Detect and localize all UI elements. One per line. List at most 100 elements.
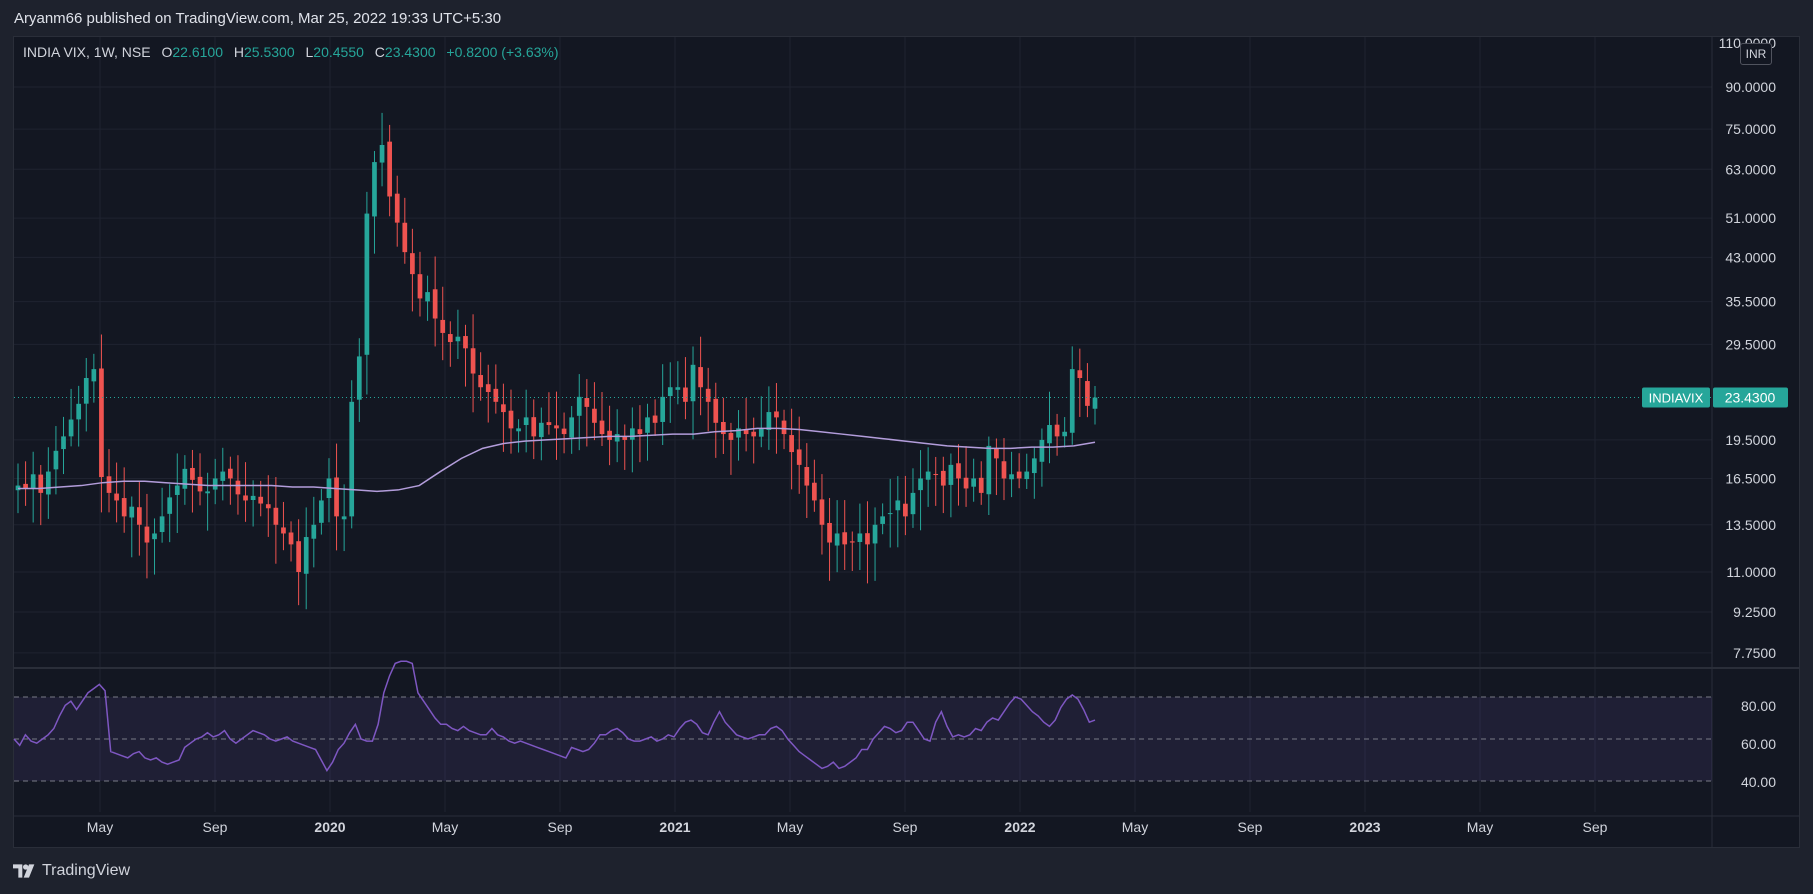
- candle-body: [925, 471, 931, 480]
- candle-body: [190, 467, 195, 480]
- candle-body: [152, 533, 157, 540]
- candle-body: [766, 412, 772, 430]
- candle-body: [1054, 424, 1060, 437]
- candle-body: [417, 274, 423, 299]
- candle-body: [341, 516, 347, 520]
- candle-body: [561, 428, 567, 435]
- candle-body: [667, 387, 673, 397]
- candle-body: [880, 516, 885, 524]
- candle-body: [99, 368, 104, 478]
- candle-body: [872, 524, 878, 544]
- candle-body: [402, 222, 408, 253]
- candle-body: [250, 495, 256, 501]
- footer-brand[interactable]: TradingView: [13, 860, 130, 882]
- low-label: L: [305, 44, 314, 60]
- candle-body: [705, 388, 711, 402]
- candle-body: [447, 334, 453, 343]
- candle-body: [349, 401, 355, 517]
- candle-body: [592, 408, 597, 423]
- last-price-tag-label: 23.4300: [1725, 390, 1776, 406]
- candle-body: [356, 356, 362, 400]
- candle-body: [1031, 458, 1037, 474]
- candle-body: [38, 474, 44, 493]
- candle-body: [319, 500, 324, 523]
- time-tick-label: 2021: [659, 819, 690, 835]
- candle-body: [83, 378, 89, 404]
- candle-body: [455, 336, 461, 342]
- high-label: H: [233, 44, 244, 60]
- candle-body: [425, 292, 430, 302]
- candle-body: [364, 213, 370, 355]
- candle-body: [228, 468, 233, 479]
- candle-body: [273, 507, 279, 525]
- candle-body: [683, 387, 688, 402]
- candle-body: [516, 428, 521, 432]
- candle-body: [971, 478, 976, 487]
- candle-body: [531, 417, 537, 437]
- candle-body: [235, 480, 241, 495]
- time-tick-label: May: [1122, 819, 1148, 835]
- brand-name: TradingView: [42, 862, 131, 879]
- time-tick-label: May: [87, 819, 113, 835]
- candle-body: [1047, 425, 1052, 444]
- candle-body: [508, 410, 514, 429]
- candle-body: [690, 364, 696, 402]
- candle-body: [129, 506, 135, 518]
- candle-body: [918, 478, 923, 491]
- candle-body: [660, 396, 666, 422]
- candle-body: [220, 471, 226, 481]
- price-tick-label: 29.5000: [1725, 336, 1776, 352]
- candle-body: [212, 478, 218, 490]
- candle-body: [387, 141, 392, 197]
- candle-body: [994, 448, 999, 459]
- rsi-line: [13, 660, 1096, 772]
- time-tick-label: 2020: [314, 819, 345, 835]
- ohlc-legend: INDIA VIX, 1W, NSE O22.6100 H25.5300 L20…: [23, 44, 559, 60]
- last-price-tag: [1713, 387, 1788, 408]
- price-tick-label: 11.0000: [1726, 564, 1776, 580]
- change-value: +0.8200 (+3.63%): [446, 44, 559, 60]
- candle-body: [796, 449, 802, 465]
- candle-body: [463, 336, 468, 349]
- candle-body: [819, 499, 825, 525]
- close-label: C: [374, 44, 385, 60]
- high-value: 25.5300: [244, 44, 295, 60]
- candle-body: [645, 417, 650, 433]
- candle-body: [751, 431, 757, 437]
- candle-body: [159, 516, 165, 533]
- candle-body: [576, 396, 582, 416]
- candle-body: [485, 384, 491, 392]
- candle-body: [167, 497, 173, 514]
- price-tick-label: 35.5000: [1725, 294, 1776, 310]
- candle-body: [258, 496, 264, 504]
- rsi-tick-label: 60.00: [1741, 736, 1776, 752]
- candle-body: [569, 417, 575, 438]
- candle-body: [865, 533, 870, 545]
- candle-body: [652, 415, 658, 423]
- currency-badge[interactable]: INR: [1740, 43, 1772, 65]
- candle-body: [440, 319, 446, 333]
- candle-body: [789, 435, 794, 453]
- candle-body: [470, 348, 476, 374]
- candle-body: [303, 537, 309, 574]
- price-tick-label: 9.2500: [1733, 604, 1776, 620]
- candle-body: [91, 369, 97, 382]
- candle-body: [53, 450, 59, 470]
- candle-body: [137, 507, 142, 525]
- candle-body: [523, 417, 529, 426]
- candle-body: [23, 483, 28, 489]
- price-tick-label: 75.0000: [1725, 121, 1776, 137]
- symbol-price-tag: [1642, 387, 1710, 408]
- open-label: O: [161, 44, 173, 60]
- candle-body: [758, 428, 764, 437]
- price-tick-label: 43.0000: [1725, 249, 1776, 265]
- candle-body: [45, 471, 51, 495]
- candle-body: [1016, 471, 1022, 479]
- candle-body: [197, 476, 203, 492]
- candle-body: [61, 436, 66, 450]
- candle-body: [334, 477, 339, 517]
- symbol-label[interactable]: INDIA VIX, 1W, NSE: [23, 44, 151, 60]
- candle-body: [493, 388, 499, 402]
- candle-body: [372, 162, 377, 217]
